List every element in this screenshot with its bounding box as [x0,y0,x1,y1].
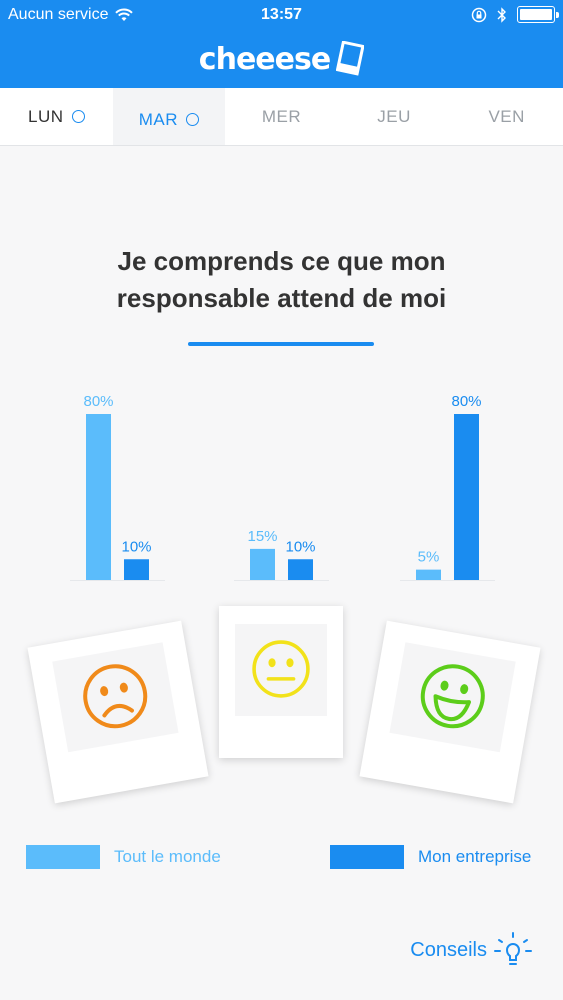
happy-face-icon [420,664,485,729]
photo-frame-icon [336,41,365,76]
answer-card-neutral[interactable] [219,606,343,758]
bar-value-label: 5% [418,549,440,566]
carrier-label: Aucun service [8,6,109,23]
status-circle-icon [186,113,200,126]
bar-everyone-0 [86,414,111,580]
chart-legend: Tout le monde Mon entreprise [0,845,563,871]
answer-card-happy[interactable] [359,620,541,804]
day-tabs: LUN MAR MER JEU VEN [0,88,563,146]
question-line-1: Je comprends ce que mon [117,246,446,276]
wifi-icon [114,8,133,21]
neutral-face-icon [252,640,310,698]
tab-jeu[interactable]: JEU [338,88,451,145]
bar-value-label: 10% [285,538,315,555]
legend-label-company: Mon entreprise [418,847,532,866]
tab-mar[interactable]: MAR [112,88,226,145]
tab-label: MER [261,106,302,126]
legend-swatch-everyone [26,845,100,869]
question-line-2: responsable attend de moi [116,283,447,313]
bar-everyone-2 [416,569,441,580]
bar-everyone-1 [250,548,275,580]
battery-icon [517,6,559,23]
legend-item-everyone: Tout le monde [26,845,221,869]
tips-label: Conseils [410,938,487,961]
app-header: Aucun service 13:57 cheeese [0,0,563,88]
bluetooth-icon [497,6,506,23]
app-logo: cheeese [0,36,563,82]
bar-value-label: 80% [451,393,481,410]
tab-mer[interactable]: MER [225,88,338,145]
legend-swatch-company [330,845,404,869]
bar-chart: 80% 10% 15% 10% 5% 80% [70,393,495,581]
tab-label: JEU [377,106,411,126]
bar-company-0 [124,559,149,580]
orientation-lock-icon [471,7,487,22]
tab-label: VEN [488,106,525,126]
answer-card-sad[interactable] [27,620,209,804]
status-bar: Aucun service 13:57 [0,0,563,30]
bar-value-label: 10% [121,538,151,555]
lightbulb-icon [494,932,532,965]
legend-item-company: Mon entreprise [330,845,531,869]
clock: 13:57 [261,6,302,23]
tab-label: LUN [28,106,64,126]
sad-face-icon [83,664,148,729]
tab-ven[interactable]: VEN [450,88,563,145]
tab-lun[interactable]: LUN [0,88,113,145]
tips-button[interactable]: Conseils [410,930,535,970]
tab-label: MAR [138,109,179,129]
question-text: Je comprends ce que mon responsable atte… [40,243,523,317]
logo-text: cheeese [198,41,331,77]
bar-company-2 [454,414,479,580]
legend-label-everyone: Tout le monde [114,847,221,866]
status-circle-icon [71,110,85,123]
question-underline [188,342,374,346]
bar-value-label: 15% [247,528,277,545]
results-chart: 80% 10% 15% 10% 5% 80% [0,380,563,590]
bar-company-1 [288,559,313,580]
bar-value-label: 80% [83,393,113,410]
